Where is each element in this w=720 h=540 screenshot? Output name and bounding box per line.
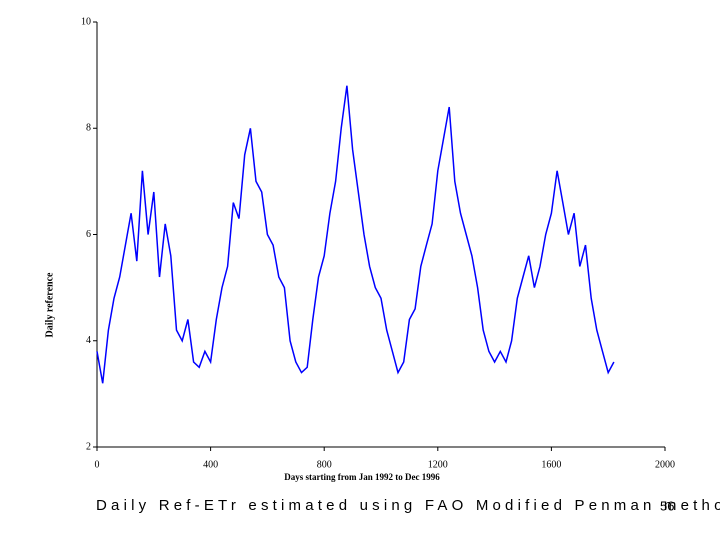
x-tick-label: 0 <box>95 459 100 470</box>
data-line <box>96 85 615 384</box>
caption: Daily Ref-ETr estimated using FAO Modifi… <box>96 497 720 514</box>
x-tick-label: 800 <box>317 459 332 470</box>
y-tick-label: 4 <box>86 335 91 346</box>
x-tick-label: 1600 <box>541 459 561 470</box>
x-tick-label: 400 <box>203 459 218 470</box>
x-tick-label: 2000 <box>655 459 675 470</box>
y-tick-label: 2 <box>86 441 91 452</box>
x-tick-label: 1200 <box>428 459 448 470</box>
y-axis-label: Daily reference <box>44 272 55 337</box>
x-axis-label: Days starting from Jan 1992 to Dec 1996 <box>284 472 440 482</box>
y-tick-label: 8 <box>86 123 91 134</box>
page-number: 56 <box>660 498 674 513</box>
y-tick-label: 6 <box>86 229 91 240</box>
y-tick-label: 10 <box>81 16 91 27</box>
